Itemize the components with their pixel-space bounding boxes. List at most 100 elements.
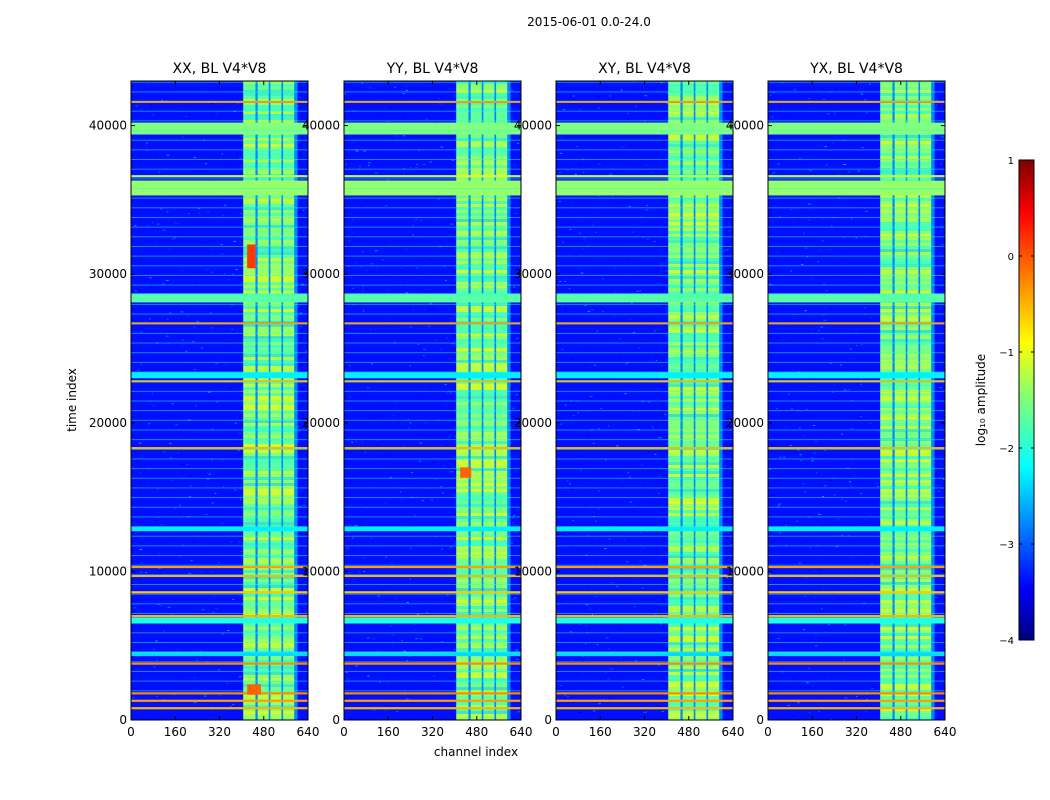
horizontal-line (344, 614, 521, 618)
x-tick-label: 480 (677, 725, 700, 739)
horizontal-stripe (131, 180, 308, 196)
y-tick-label: 10000 (89, 564, 127, 578)
horizontal-line (344, 591, 521, 594)
y-tick-label: 30000 (302, 267, 340, 281)
y-tick-label: 40000 (514, 119, 552, 133)
x-tick-label: 0 (340, 725, 348, 739)
horizontal-stripe (131, 526, 308, 532)
x-tick-label: 480 (252, 725, 275, 739)
horizontal-line (131, 565, 308, 569)
horizontal-line (344, 699, 521, 702)
horizontal-line (556, 591, 733, 594)
horizontal-stripe (768, 617, 945, 624)
horizontal-line (344, 662, 521, 665)
colorbar-tick-label: 0 (1008, 252, 1014, 263)
horizontal-stripe (768, 526, 945, 532)
y-tick-label: 0 (756, 713, 764, 727)
y-axis-label: time index (65, 368, 79, 432)
horizontal-line (556, 614, 733, 618)
horizontal-line (131, 574, 308, 578)
horizontal-line (556, 175, 733, 178)
horizontal-line (131, 447, 308, 450)
x-tick-label: 480 (465, 725, 488, 739)
x-tick-label: 480 (889, 725, 912, 739)
x-tick-label: 320 (208, 725, 231, 739)
horizontal-line (556, 707, 733, 710)
horizontal-stripe (556, 617, 733, 624)
hot-spot (460, 467, 472, 478)
y-tick-label: 20000 (302, 416, 340, 430)
x-tick-label: 640 (510, 725, 533, 739)
y-tick-label: 20000 (89, 416, 127, 430)
x-tick-label: 640 (297, 725, 320, 739)
horizontal-stripe (768, 372, 945, 379)
panel-2: XY, BL V4*V8 0 160 320 480 640 0 10000 20000 3000… (514, 61, 745, 739)
y-tick-label: 0 (119, 713, 127, 727)
colorbar-gradient (1018, 159, 1035, 641)
horizontal-line (768, 591, 945, 594)
horizontal-stripe (344, 372, 521, 379)
panel-title: YX, BL V4*V8 (809, 61, 903, 77)
horizontal-stripe (556, 180, 733, 196)
horizontal-stripe (556, 651, 733, 657)
horizontal-line (131, 699, 308, 702)
y-tick-label: 10000 (302, 564, 340, 578)
horizontal-line (556, 447, 733, 450)
horizontal-stripe (768, 293, 945, 303)
horizontal-line (344, 574, 521, 578)
horizontal-stripe (344, 526, 521, 532)
x-tick-label: 160 (589, 725, 612, 739)
horizontal-stripe (556, 372, 733, 379)
horizontal-line (768, 699, 945, 702)
horizontal-line (768, 707, 945, 710)
horizontal-stripe (768, 122, 945, 135)
y-tick-label: 20000 (726, 416, 764, 430)
horizontal-line (556, 574, 733, 578)
panel-1: YY, BL V4*V8 0 160 320 480 640 0 10000 20000 3000… (302, 61, 533, 739)
horizontal-stripe (768, 651, 945, 657)
x-tick-label: 160 (377, 725, 400, 739)
horizontal-stripe (131, 293, 308, 303)
panel-0: XX, BL V4*V8 0 160 320 480 640 0 10000 20000 3000… (89, 61, 320, 739)
horizontal-line (768, 662, 945, 665)
y-tick-label: 30000 (89, 267, 127, 281)
colorbar-tick-label: −4 (999, 636, 1014, 647)
y-tick-label: 40000 (726, 119, 764, 133)
y-tick-label: 40000 (302, 119, 340, 133)
y-tick-label: 0 (544, 713, 552, 727)
figure-suptitle: 2015-06-01 0.0-24.0 (527, 15, 651, 29)
horizontal-stripe (131, 122, 308, 135)
panel-title: YY, BL V4*V8 (386, 61, 479, 77)
horizontal-stripe (556, 526, 733, 532)
x-axis-label: channel index (434, 745, 518, 759)
panels-group: XX, BL V4*V8 0 160 320 480 640 0 10000 20000 3000… (89, 61, 957, 739)
hot-spot (247, 244, 256, 269)
x-tick-label: 0 (764, 725, 772, 739)
colorbar-ticks: 1 0 −1 −2 −3 −4 (999, 156, 1034, 647)
x-tick-label: 320 (633, 725, 656, 739)
x-tick-label: 640 (934, 725, 957, 739)
y-tick-label: 30000 (514, 267, 552, 281)
horizontal-stripe (344, 293, 521, 303)
horizontal-line (344, 447, 521, 450)
horizontal-stripe (131, 372, 308, 379)
colorbar-tick-label: −1 (999, 348, 1014, 359)
y-tick-label: 30000 (726, 267, 764, 281)
horizontal-line (556, 565, 733, 569)
horizontal-line (131, 662, 308, 665)
y-tick-label: 20000 (514, 416, 552, 430)
horizontal-line (768, 447, 945, 450)
x-tick-label: 160 (801, 725, 824, 739)
x-tick-label: 0 (127, 725, 135, 739)
horizontal-stripe (344, 180, 521, 196)
x-tick-label: 160 (164, 725, 187, 739)
horizontal-stripe (556, 293, 733, 303)
horizontal-line (344, 707, 521, 710)
horizontal-stripe (344, 651, 521, 657)
panel-3: YX, BL V4*V8 0 160 320 480 640 0 10000 20000 3000… (726, 61, 957, 739)
horizontal-stripe (131, 651, 308, 657)
colorbar: 1 0 −1 −2 −3 −4 log₁₀ amplitude (974, 156, 1035, 647)
horizontal-line (344, 692, 521, 695)
y-tick-label: 10000 (514, 564, 552, 578)
